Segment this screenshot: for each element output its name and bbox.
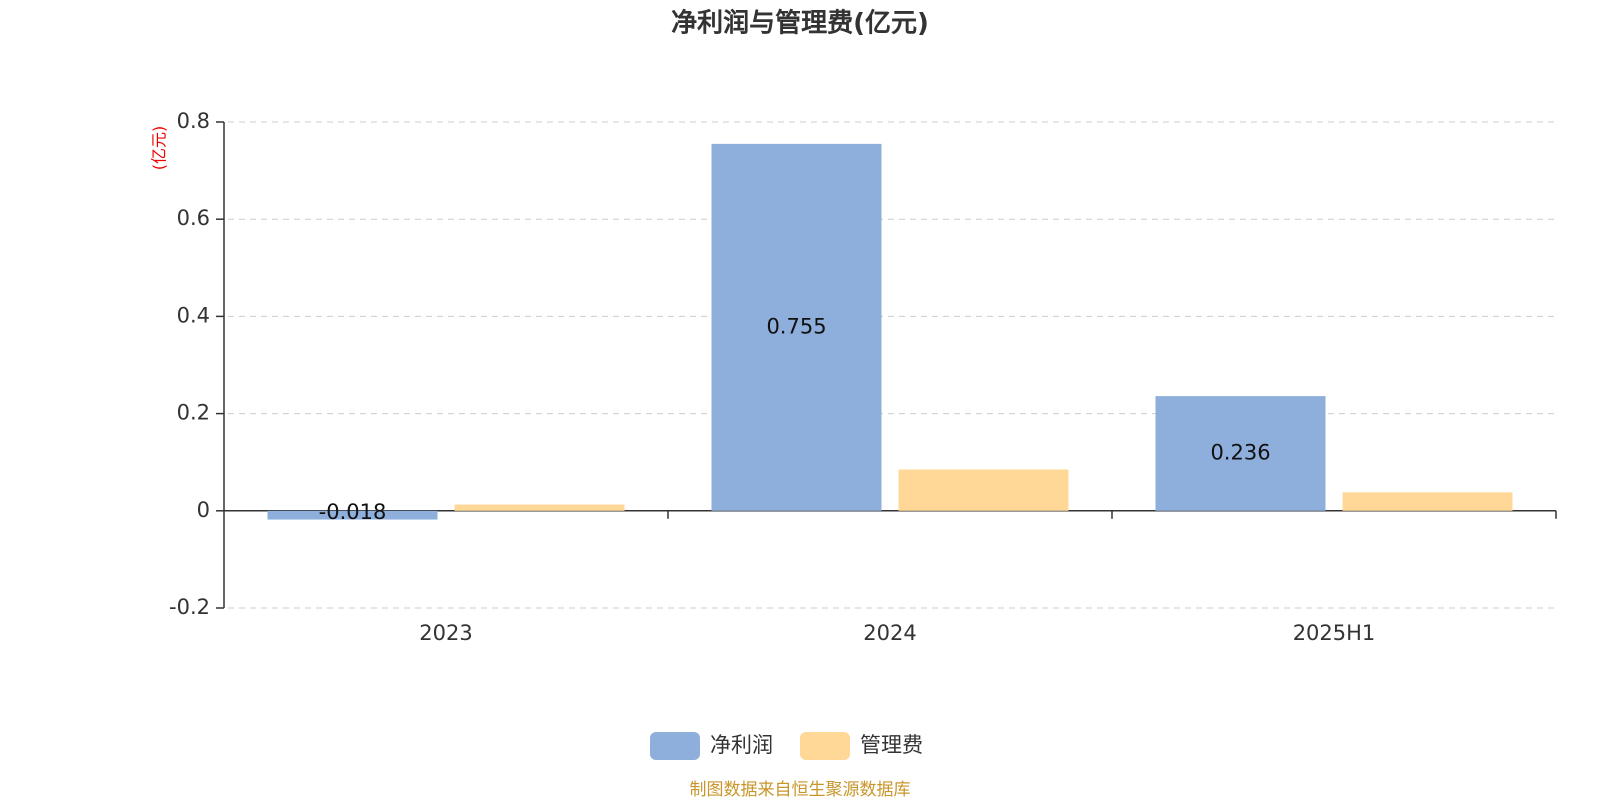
data-label: 0.755 [766, 314, 826, 338]
x-tick-label: 2024 [863, 621, 916, 645]
y-tick-label: 0.4 [177, 303, 210, 327]
y-axis-label: (亿元) [150, 126, 169, 171]
chart-title: 净利润与管理费(亿元) [671, 8, 929, 39]
legend-swatch [800, 732, 850, 760]
bar [1155, 396, 1326, 511]
bar [267, 510, 438, 520]
bar [711, 143, 882, 511]
bar [898, 469, 1069, 511]
y-tick-label: 0 [197, 498, 210, 522]
y-tick-label: 0.6 [177, 206, 210, 230]
x-tick-label: 2023 [419, 621, 472, 645]
data-label: -0.018 [319, 500, 387, 524]
y-tick-label: 0.8 [177, 109, 210, 133]
legend-swatch [650, 732, 700, 760]
y-tick-label: -0.2 [169, 595, 210, 619]
bar [454, 504, 625, 511]
data-label: 0.236 [1210, 440, 1270, 464]
x-tick-label: 2025H1 [1293, 621, 1376, 645]
y-tick-label: 0.2 [177, 401, 210, 425]
legend-label: 管理费 [860, 733, 923, 757]
bar [1342, 492, 1513, 511]
legend-label: 净利润 [710, 733, 773, 757]
source-note: 制图数据来自恒生聚源数据库 [690, 780, 911, 800]
